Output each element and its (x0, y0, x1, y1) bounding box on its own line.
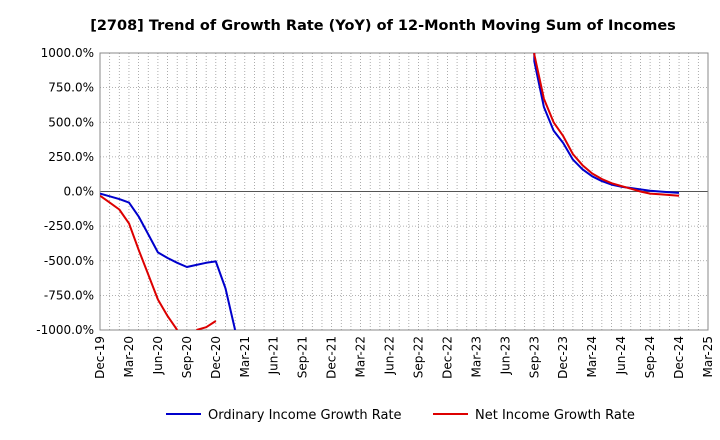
x-tick-label: Jun-20 (151, 336, 165, 375)
x-axis: Dec-19 Mar-20 Jun-20 Sep-20 Dec-20 Mar-21 Jun-… (93, 336, 715, 379)
y-tick-label: 250.0% (48, 150, 94, 164)
grid (99, 52, 709, 331)
x-tick-label: Mar-24 (585, 336, 599, 377)
series-line-2 (100, 194, 179, 330)
x-tick-label: Sep-22 (411, 336, 425, 378)
y-tick-label: -500.0% (44, 254, 94, 268)
x-tick-label: Dec-23 (556, 336, 570, 379)
x-tick-label: Dec-22 (440, 336, 454, 379)
legend: Ordinary Income Growth Rate Net Income Gr… (166, 408, 635, 423)
x-tick-label: Dec-24 (672, 336, 686, 379)
x-tick-label: Mar-23 (469, 336, 483, 377)
x-tick-label: Mar-21 (238, 336, 252, 377)
y-tick-label: 750.0% (48, 81, 94, 95)
series-line-1 (100, 192, 237, 330)
plot-area (100, 53, 680, 330)
x-tick-label: Jun-24 (614, 336, 628, 375)
x-tick-label: Mar-22 (354, 336, 368, 377)
x-tick-label: Sep-24 (643, 336, 657, 378)
x-tick-label: Sep-23 (527, 336, 541, 378)
x-tick-label: Dec-21 (325, 336, 339, 379)
y-tick-label: 500.0% (48, 115, 94, 129)
x-tick-label: Jun-22 (383, 336, 397, 375)
series-line-2 (533, 53, 680, 197)
x-tick-label: Mar-20 (122, 336, 136, 377)
x-tick-label: Jun-23 (498, 336, 512, 375)
y-axis: 1000.0% 750.0% 500.0% 250.0% 0.0% -250.0% -500… (36, 46, 94, 337)
x-tick-label: Sep-20 (180, 336, 194, 378)
chart-title: [2708] Trend of Growth Rate (YoY) of 12-… (90, 18, 676, 34)
plot-border (99, 52, 709, 331)
y-tick-label: -750.0% (44, 288, 94, 302)
y-tick-label: -1000.0% (36, 323, 94, 337)
x-tick-label: Sep-21 (296, 336, 310, 378)
series-line-2 (196, 320, 217, 330)
y-tick-label: 1000.0% (41, 46, 94, 60)
y-tick-label: -250.0% (44, 219, 94, 233)
x-tick-label: Jun-21 (267, 336, 281, 375)
legend-label: Net Income Growth Rate (475, 408, 635, 423)
x-tick-label: Dec-20 (209, 336, 223, 379)
x-tick-label: Mar-25 (701, 336, 715, 377)
x-tick-label: Dec-19 (93, 336, 107, 379)
y-tick-label: 0.0% (64, 185, 95, 199)
legend-label: Ordinary Income Growth Rate (208, 408, 402, 423)
series-line-1 (533, 53, 680, 194)
